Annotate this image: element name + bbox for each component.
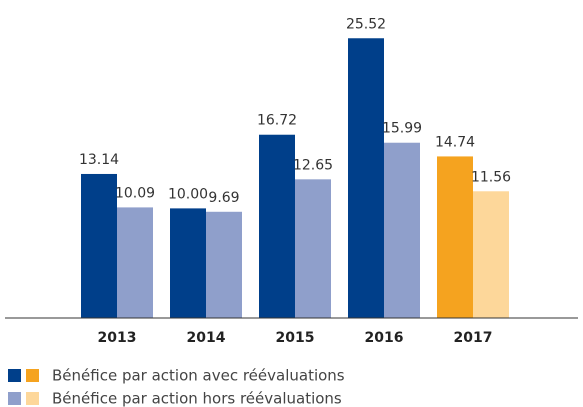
bar (259, 134, 295, 318)
bar (295, 179, 331, 318)
legend-label: Bénéfice par action avec réévaluations (52, 367, 345, 385)
legend-swatch (26, 392, 39, 405)
bar (384, 142, 420, 318)
bar (473, 191, 509, 318)
x-tick-label: 2014 (187, 330, 226, 346)
legend-swatch (26, 369, 39, 382)
x-tick-label: 2017 (454, 330, 493, 346)
value-label: 12.65 (293, 157, 333, 173)
value-label: 15.99 (382, 121, 422, 137)
x-tick-label: 2015 (276, 330, 315, 346)
bar (81, 173, 117, 318)
value-label: 9.69 (208, 190, 239, 206)
legend-label: Bénéfice par action hors réévaluations (52, 390, 342, 407)
legend-swatch (8, 392, 21, 405)
value-label: 13.14 (79, 152, 119, 168)
value-label: 10.09 (115, 185, 155, 201)
value-label: 25.52 (346, 16, 386, 32)
value-label: 14.74 (435, 134, 475, 150)
bar (348, 38, 384, 319)
x-tick-label: 2016 (365, 330, 404, 346)
value-label: 16.72 (257, 113, 297, 129)
legend-swatch (8, 369, 21, 382)
value-label: 10.00 (168, 186, 208, 202)
x-tick-label: 2013 (98, 330, 137, 346)
bar (170, 208, 206, 318)
value-label: 11.56 (471, 169, 511, 185)
bar (437, 156, 473, 318)
bar (117, 207, 153, 318)
bar (206, 211, 242, 318)
